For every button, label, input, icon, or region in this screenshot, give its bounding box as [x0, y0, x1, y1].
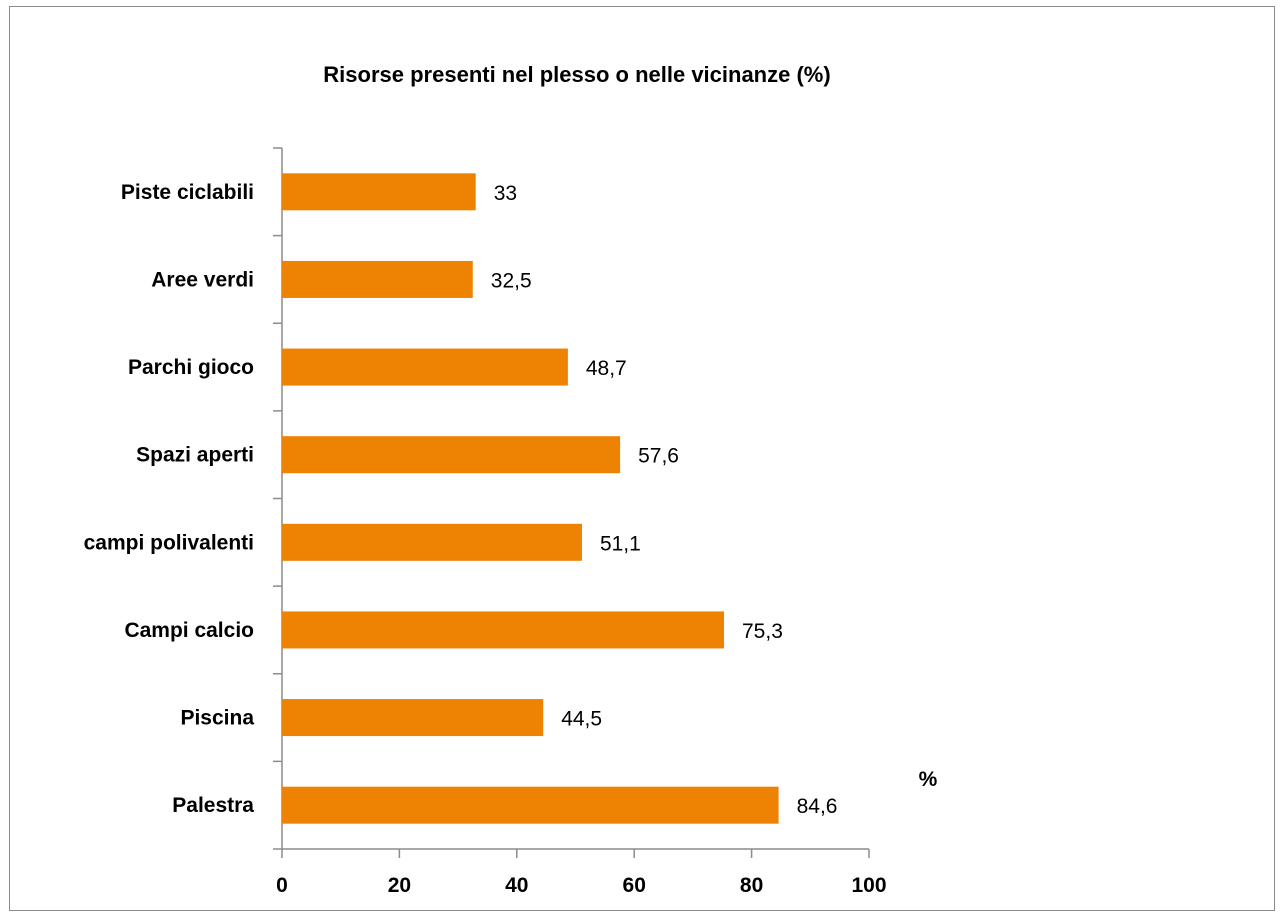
- data-label: 57,6: [638, 445, 679, 468]
- data-label: 84,6: [797, 795, 838, 818]
- x-axis-unit-label: %: [919, 768, 938, 791]
- category-label: Parchi gioco: [128, 356, 254, 379]
- bar: [282, 261, 473, 298]
- x-tick-label: 20: [388, 874, 411, 897]
- data-label: 32,5: [491, 269, 532, 292]
- plot-area: 0 20 40 60 80 100 Palestra 84,6 Piscina 44,5 Campi…: [84, 148, 887, 897]
- bar: [282, 611, 724, 648]
- data-label: 44,5: [561, 708, 602, 731]
- bar: [282, 173, 476, 210]
- x-tick-label: 0: [276, 874, 288, 897]
- x-tick-label: 100: [851, 874, 886, 897]
- category-label: Palestra: [172, 794, 254, 817]
- category-label: Piscina: [180, 707, 254, 730]
- data-label: 33: [494, 182, 517, 205]
- data-label: 75,3: [742, 620, 783, 643]
- x-tick-label: 80: [740, 874, 763, 897]
- bar: [282, 787, 779, 824]
- bar: [282, 349, 568, 386]
- bar: [282, 436, 620, 473]
- bar: [282, 699, 543, 736]
- category-label: Campi calcio: [124, 619, 254, 642]
- category-label: Piste ciclabili: [121, 181, 254, 204]
- data-label: 51,1: [600, 532, 641, 555]
- category-label: campi polivalenti: [84, 531, 254, 554]
- bar: [282, 524, 582, 561]
- category-label: Aree verdi: [151, 268, 254, 291]
- x-tick-label: 40: [505, 874, 528, 897]
- category-label: Spazi aperti: [136, 444, 254, 467]
- x-tick-label: 60: [623, 874, 646, 897]
- chart-title: Risorse presenti nel plesso o nelle vici…: [323, 62, 830, 87]
- data-label: 48,7: [586, 357, 627, 380]
